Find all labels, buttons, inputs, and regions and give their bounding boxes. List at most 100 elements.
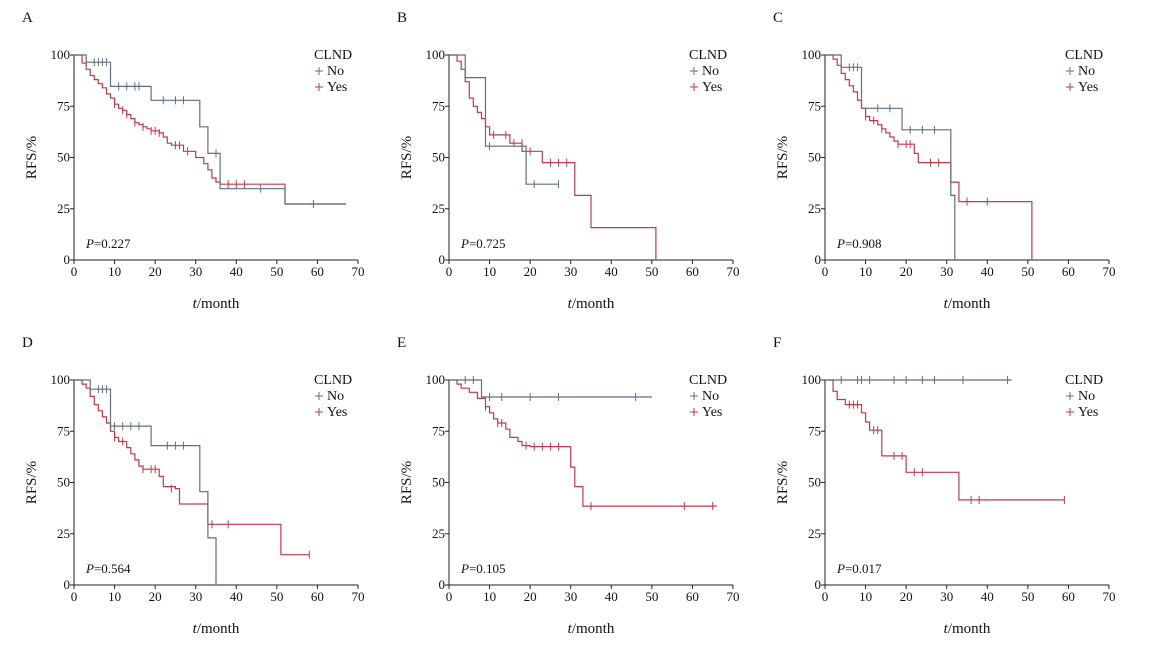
x-tick-label: 10 [108,264,121,279]
x-tick-label: 10 [859,264,872,279]
y-tick-label: 100 [802,372,822,387]
legend-label-no: No [702,389,719,404]
x-tick-label: 60 [311,589,324,604]
y-axis-label: RFS/% [24,136,40,179]
p-value-number: =0.908 [845,236,882,251]
x-tick-label: 20 [149,264,162,279]
survival-curve-yes [74,379,310,556]
y-tick-label: 100 [51,372,71,387]
x-tick-label: 70 [727,264,740,279]
survival-curve-no [449,54,559,185]
x-tick-label: 50 [270,264,283,279]
x-tick-label: 30 [940,589,953,604]
x-tick-label: 0 [446,264,453,279]
x-axis-label-unit: /month [948,621,991,637]
km-panel-a: A 0 10 20 30 40 50 60 70 0 25 50 75 100 RFS/% t/month P=… [22,10,365,312]
x-axis-label: t/month [944,296,991,312]
y-tick-label: 25 [57,201,70,216]
legend-title: CLND [314,48,352,63]
y-tick-label: 100 [51,47,71,62]
x-axis-label-unit: /month [572,621,615,637]
y-tick-label: 25 [808,526,821,541]
p-value-number: =0.227 [94,236,131,251]
x-tick-label: 30 [940,264,953,279]
km-panel-b: B 0 10 20 30 40 50 60 70 0 25 50 75 100 RFS/% t/month P=… [397,10,740,312]
x-axis-label-var: t [568,296,573,312]
legend-label-yes: Yes [1078,405,1098,420]
x-tick-label: 50 [645,264,658,279]
panel-letter: C [773,10,783,26]
y-axis-label: RFS/% [24,461,40,504]
survival-curve-yes [74,54,346,205]
legend-title: CLND [1065,48,1103,63]
x-tick-label: 40 [230,589,243,604]
x-tick-label: 20 [900,589,913,604]
y-tick-label: 50 [432,150,445,165]
x-tick-label: 50 [270,589,283,604]
survival-curve-yes [449,54,657,260]
p-value-label: P=0.564 [85,561,131,576]
p-value-symbol: P [460,561,469,576]
legend-label-no: No [1078,64,1095,79]
panel-letter: F [773,335,781,351]
x-tick-label: 60 [1062,589,1075,604]
x-tick-label: 50 [1021,589,1034,604]
x-tick-label: 50 [645,589,658,604]
x-tick-label: 30 [189,264,202,279]
x-tick-label: 30 [564,589,577,604]
y-tick-label: 75 [57,98,70,113]
km-panel-d: D 0 10 20 30 40 50 60 70 0 25 50 75 100 RFS/% t/month P=… [22,335,365,637]
y-axis-label: RFS/% [775,136,791,179]
legend-title: CLND [689,48,727,63]
panel-letter: E [397,335,406,351]
x-axis-label: t/month [193,621,240,637]
x-axis-label-unit: /month [948,296,991,312]
p-value-symbol: P [85,236,94,251]
y-tick-label: 50 [57,150,70,165]
x-axis-label-var: t [944,296,949,312]
legend-label-yes: Yes [702,80,722,95]
x-tick-label: 20 [524,264,537,279]
p-value-label: P=0.227 [85,236,131,251]
x-tick-label: 10 [483,589,496,604]
x-axis-label-var: t [944,621,949,637]
y-tick-label: 75 [57,423,70,438]
x-tick-label: 70 [1103,589,1116,604]
p-value-label: P=0.725 [460,236,506,251]
x-axis-label-unit: /month [197,621,240,637]
legend-label-yes: Yes [1078,80,1098,95]
panel-letter: B [397,10,407,26]
p-value-symbol: P [460,236,469,251]
y-tick-label: 25 [808,201,821,216]
y-axis-label: RFS/% [399,136,415,179]
p-value-label: P=0.105 [460,561,506,576]
legend-label-no: No [327,64,344,79]
survival-curve-no [74,379,217,585]
legend-label-yes: Yes [702,405,722,420]
x-tick-label: 20 [524,589,537,604]
panel-letter: D [22,335,33,351]
x-tick-label: 50 [1021,264,1034,279]
x-tick-label: 60 [311,264,324,279]
x-tick-label: 10 [859,589,872,604]
x-axis-label-unit: /month [197,296,240,312]
legend-label-no: No [327,389,344,404]
x-tick-label: 0 [71,264,78,279]
x-axis-label-var: t [568,621,573,637]
p-value-label: P=0.017 [836,561,882,576]
x-tick-label: 30 [189,589,202,604]
x-axis-label-unit: /month [572,296,615,312]
x-axis-label: t/month [568,621,615,637]
y-tick-label: 75 [432,423,445,438]
y-tick-label: 0 [439,577,446,592]
x-tick-label: 40 [230,264,243,279]
x-axis-label-var: t [193,621,198,637]
km-panel-e: E 0 10 20 30 40 50 60 70 0 25 50 75 100 RFS/% t/month P=… [397,335,740,637]
p-value-symbol: P [836,561,845,576]
x-tick-label: 40 [981,589,994,604]
p-value-number: =0.564 [94,561,131,576]
y-tick-label: 75 [808,98,821,113]
legend-title: CLND [1065,373,1103,388]
y-tick-label: 0 [64,577,71,592]
